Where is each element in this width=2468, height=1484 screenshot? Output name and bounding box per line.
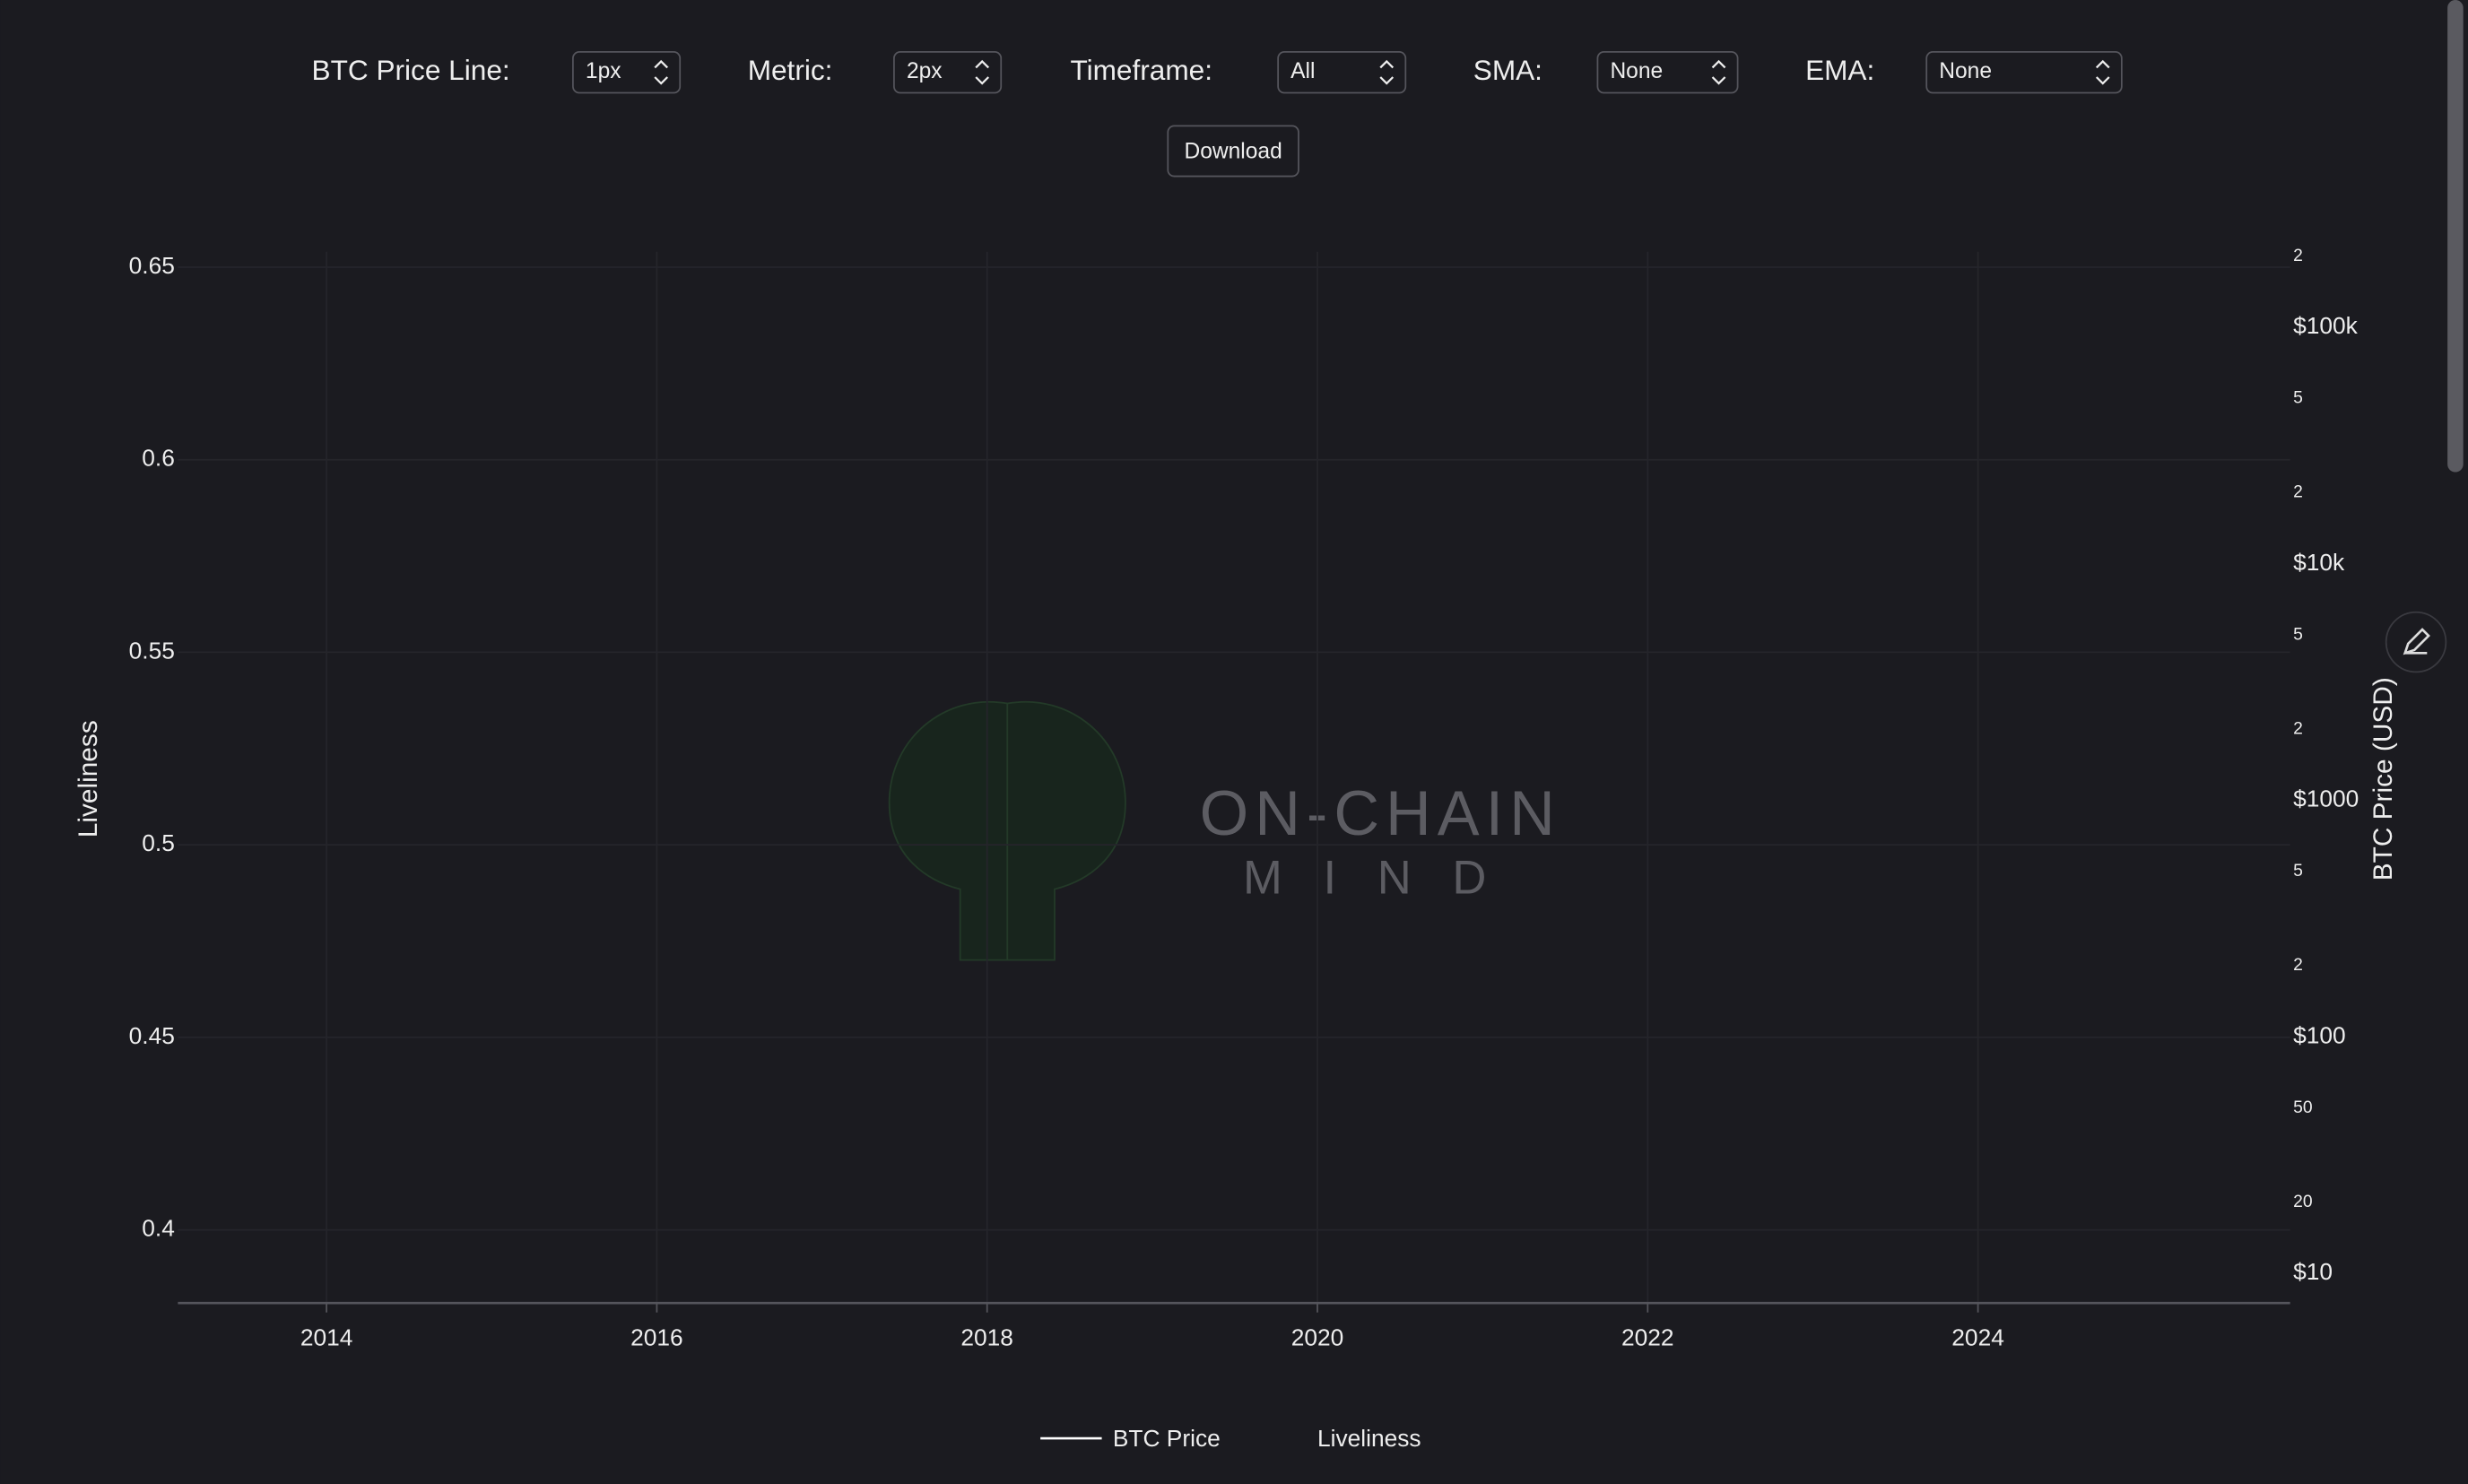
y-tick-label: 0.65	[129, 252, 175, 279]
select-box[interactable]	[1596, 51, 1739, 94]
download-label: Download	[1184, 140, 1282, 164]
y-axis-title: Liveliness	[74, 720, 103, 837]
y2-tick-label: 2	[2293, 483, 2303, 502]
legend-label[interactable]: BTC Price	[1113, 1425, 1221, 1452]
y2-tick-label: 5	[2293, 862, 2303, 881]
edit-button[interactable]	[2385, 611, 2447, 673]
y2-tick-label: 50	[2293, 1098, 2312, 1117]
y-tick-label: 0.55	[129, 637, 175, 664]
x-tick-label: 2016	[630, 1323, 683, 1350]
y2-tick-label: 2	[2293, 719, 2303, 738]
control-label: EMA:	[1805, 54, 1874, 86]
y2-tick-label: $10	[2293, 1258, 2333, 1285]
y-tick-label: 0.4	[142, 1215, 175, 1242]
select-box[interactable]	[893, 51, 1003, 94]
y2-tick-label: 2	[2293, 247, 2303, 265]
select-arrows	[2095, 59, 2110, 85]
download-button[interactable]	[1167, 125, 1299, 178]
scrollbar[interactable]	[2447, 0, 2464, 473]
y2-tick-label: $10k	[2293, 549, 2345, 576]
control-label: Metric:	[748, 54, 833, 86]
y2-tick-label: $100k	[2293, 312, 2359, 339]
y-tick-label: 0.6	[142, 445, 175, 472]
watermark: ON-CHAIN	[1200, 777, 1561, 848]
select-value: None	[1610, 59, 1663, 83]
select-value: 1px	[586, 59, 621, 83]
y-tick-label: 0.45	[129, 1022, 175, 1049]
y2-tick-label: $1000	[2293, 785, 2359, 812]
y2-tick-label: 2	[2293, 956, 2303, 975]
y2-tick-label: 5	[2293, 625, 2303, 644]
select-value: 2px	[907, 59, 943, 83]
x-tick-label: 2022	[1621, 1323, 1674, 1350]
brain-logo	[888, 701, 1126, 961]
y2-tick-label: 20	[2293, 1193, 2312, 1211]
select-arrows	[654, 59, 668, 85]
legend-label[interactable]: Liveliness	[1317, 1425, 1421, 1452]
select-box[interactable]	[1277, 51, 1407, 94]
x-tick-label: 2018	[960, 1323, 1013, 1350]
select-arrows	[1379, 59, 1395, 85]
select-box[interactable]	[572, 51, 682, 94]
select-arrows	[1711, 59, 1726, 85]
y2-tick-label: 5	[2293, 389, 2303, 408]
x-tick-label: 2014	[300, 1323, 353, 1350]
x-tick-label: 2024	[1951, 1323, 2004, 1350]
control-label: Timeframe:	[1070, 54, 1212, 86]
y2-tick-label: $100	[2293, 1021, 2346, 1048]
y2-axis-title: BTC Price (USD)	[2368, 677, 2398, 881]
control-label: SMA:	[1473, 54, 1542, 86]
y-tick-label: 0.5	[142, 829, 175, 856]
select-box[interactable]	[1925, 51, 2123, 94]
control-label: BTC Price Line:	[312, 54, 510, 86]
select-value: All	[1290, 59, 1315, 83]
select-value: None	[1939, 59, 1992, 83]
watermark: MIND	[1243, 852, 1527, 905]
x-tick-label: 2020	[1291, 1323, 1344, 1350]
select-arrows	[975, 59, 990, 85]
